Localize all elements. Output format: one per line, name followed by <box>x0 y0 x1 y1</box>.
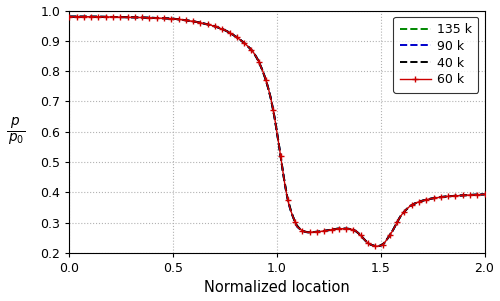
40 k <box>162 17 168 20</box>
135 k <box>482 193 488 196</box>
90 k <box>311 230 317 234</box>
135 k <box>92 15 98 18</box>
60 k <box>230 33 236 37</box>
135 k <box>331 228 337 231</box>
Line: 135 k: 135 k <box>70 17 484 246</box>
Legend: 135 k, 90 k, 40 k, 60 k: 135 k, 90 k, 40 k, 60 k <box>394 17 478 92</box>
90 k <box>482 193 488 196</box>
60 k <box>374 244 380 248</box>
90 k <box>173 17 179 21</box>
90 k <box>140 16 145 19</box>
135 k <box>308 230 314 234</box>
90 k <box>380 243 386 247</box>
40 k <box>372 244 378 248</box>
60 k <box>116 15 122 19</box>
135 k <box>382 240 388 244</box>
90 k <box>344 227 349 231</box>
135 k <box>374 244 380 248</box>
60 k <box>66 15 72 18</box>
90 k <box>254 57 260 60</box>
Line: 40 k: 40 k <box>70 17 484 246</box>
60 k <box>366 242 372 245</box>
60 k <box>328 228 334 232</box>
135 k <box>318 230 324 233</box>
40 k <box>280 172 286 175</box>
135 k <box>66 15 72 18</box>
90 k <box>374 244 380 248</box>
Line: 60 k: 60 k <box>66 14 488 249</box>
Line: 90 k: 90 k <box>70 17 484 246</box>
60 k <box>202 22 207 26</box>
40 k <box>452 194 458 198</box>
40 k <box>314 230 320 234</box>
40 k <box>146 16 152 20</box>
40 k <box>464 193 470 197</box>
60 k <box>368 243 374 247</box>
40 k <box>66 15 72 18</box>
Y-axis label: $\frac{p}{\,p_0}$: $\frac{p}{\,p_0}$ <box>6 116 25 148</box>
40 k <box>482 193 488 196</box>
60 k <box>482 193 488 196</box>
90 k <box>66 15 72 18</box>
X-axis label: Normalized location: Normalized location <box>204 281 350 296</box>
135 k <box>424 198 430 201</box>
